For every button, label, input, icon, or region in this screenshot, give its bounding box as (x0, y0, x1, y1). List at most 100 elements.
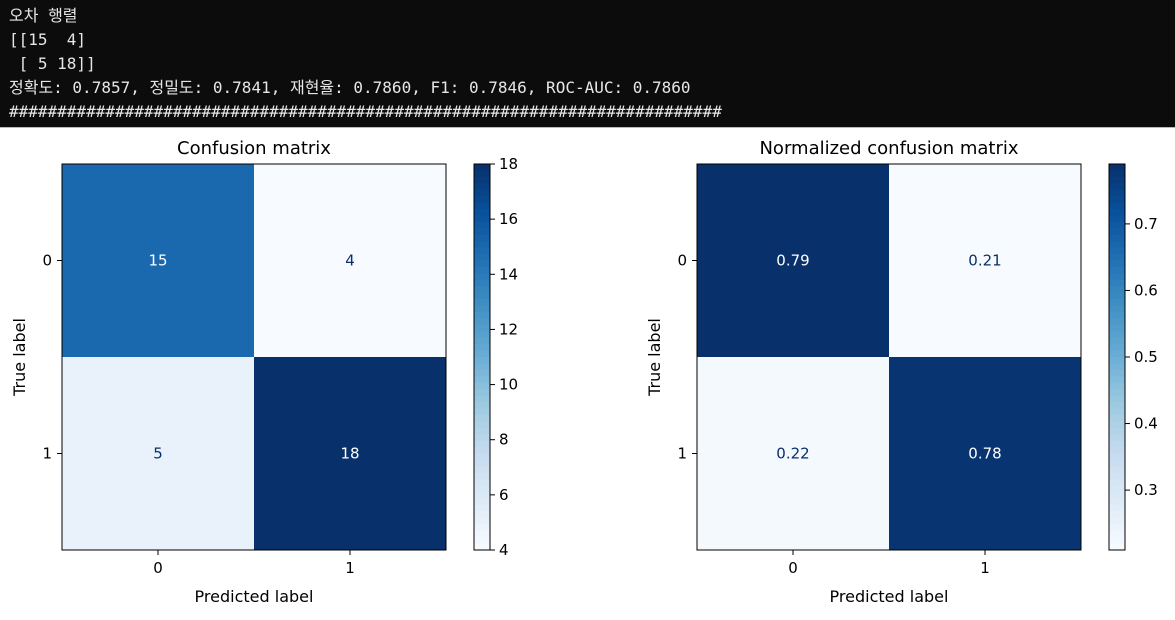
colorbar-segment (474, 472, 490, 480)
colorbar-segment (474, 292, 490, 300)
x-tick-label: 0 (153, 559, 163, 577)
colorbar-frame (473, 163, 491, 551)
colorbar-segment (474, 427, 490, 435)
colorbar-segment (474, 299, 490, 307)
colorbar-segment (474, 202, 490, 210)
colorbar-segment (1109, 427, 1125, 435)
colorbar-segment (1109, 408, 1125, 416)
colorbar-segment (1109, 209, 1125, 217)
colorbar-segment (1109, 324, 1125, 332)
colorbar-segment (474, 266, 490, 274)
colorbar-segment (474, 414, 490, 422)
colorbar-segment (1109, 254, 1125, 262)
matrix-cell (697, 164, 889, 357)
colorbar-segment (474, 453, 490, 461)
cell-value-label: 4 (345, 252, 355, 270)
colorbar-segment (474, 543, 490, 551)
colorbar-segment (1109, 382, 1125, 390)
colorbar-segment (474, 344, 490, 352)
colorbar-segment (1109, 363, 1125, 371)
colorbar-segment (474, 537, 490, 545)
colorbar-segment (474, 421, 490, 429)
colorbar-segment (1109, 530, 1125, 538)
colorbar-segment (1109, 537, 1125, 545)
colorbar-segment (1109, 247, 1125, 255)
colorbar-segment (1109, 176, 1125, 184)
matrix-cell (889, 164, 1081, 357)
colorbar-tick-label: 4 (499, 541, 509, 559)
colorbar-segment (474, 492, 490, 500)
colorbar-segment (474, 517, 490, 525)
colorbar-segment (474, 331, 490, 339)
y-tick-label: 0 (42, 252, 52, 270)
colorbar-segment (474, 260, 490, 268)
colorbar-tick-label: 18 (499, 155, 518, 173)
plot-area: 15 4 5 18 Confusion matrix 0 1 0 1 Predicted labe… (0, 127, 1175, 616)
y-axis-label: True label (10, 318, 29, 397)
colorbar-segment (1109, 543, 1125, 551)
colorbar-segment (474, 254, 490, 262)
cell-value-label: 5 (153, 445, 163, 463)
colorbar-segment (474, 221, 490, 229)
console-line-metrics: 정확도: 0.7857, 정밀도: 0.7841, 재현율: 0.7860, F… (9, 78, 691, 97)
colorbar-segment (474, 176, 490, 184)
colorbar-segment (1109, 228, 1125, 236)
y-tick-label: 1 (42, 445, 52, 463)
colorbar-segment (474, 228, 490, 236)
colorbar-segment (474, 337, 490, 345)
colorbar-segment (1109, 170, 1125, 178)
colorbar-segment (474, 524, 490, 532)
colorbar-segment (474, 369, 490, 377)
colorbar-tick-label: 16 (499, 210, 518, 228)
matrix-cell (62, 357, 254, 550)
colorbar-segment (1109, 466, 1125, 474)
colorbar-segment (474, 318, 490, 326)
colorbar-segment (1109, 498, 1125, 506)
colorbar-segment (474, 363, 490, 371)
colorbar-tick-label: 10 (499, 376, 518, 394)
colorbar-segment (1109, 331, 1125, 339)
x-axis-label: Predicted label (195, 587, 314, 606)
colorbar-segment (474, 350, 490, 358)
colorbar-segment (474, 459, 490, 467)
x-axis-label: Predicted label (830, 587, 949, 606)
colorbar-segment (1109, 421, 1125, 429)
colorbar-segment (1109, 504, 1125, 512)
colorbar-segment (1109, 517, 1125, 525)
colorbar-segment (1109, 524, 1125, 532)
chart-title: Confusion matrix (177, 138, 331, 159)
colorbar-segment (474, 408, 490, 416)
colorbar-segment (474, 286, 490, 294)
colorbar-segment (474, 466, 490, 474)
colorbar-segment (474, 447, 490, 455)
matrix-cell (62, 164, 254, 357)
axes-frame (696, 163, 1082, 551)
colorbar-segment (474, 279, 490, 287)
console-output: 오차 행렬 [[15 4] [ 5 18]] 정확도: 0.7857, 정밀도:… (0, 0, 1175, 127)
colorbar-segment (474, 247, 490, 255)
cell-value-label: 0.79 (776, 252, 809, 270)
colorbar-segment (1109, 395, 1125, 403)
colorbar-segment (1109, 202, 1125, 210)
cell-value-label: 18 (340, 445, 359, 463)
colorbar-segment (474, 209, 490, 217)
colorbar-segment (1109, 299, 1125, 307)
colorbar-segment (1109, 318, 1125, 326)
matrix-cell (254, 357, 446, 550)
cell-value-label: 0.21 (968, 252, 1001, 270)
colorbar-segment (1109, 350, 1125, 358)
colorbar-tick-label: 8 (499, 431, 509, 449)
colorbar-segment (1109, 311, 1125, 319)
colorbar-segment (1109, 279, 1125, 287)
colorbar-segment (474, 511, 490, 519)
y-tick-label: 0 (677, 252, 687, 270)
colorbar-segment (474, 357, 490, 365)
colorbar-segment (1109, 183, 1125, 191)
colorbar-segment (474, 485, 490, 493)
colorbar-segment (474, 189, 490, 197)
colorbar-segment (1109, 266, 1125, 274)
console-line-matrix-row-2: [ 5 18]] (9, 54, 96, 73)
colorbar-segment (474, 434, 490, 442)
colorbar-segment (474, 170, 490, 178)
colorbar-tick-label: 12 (499, 320, 518, 338)
